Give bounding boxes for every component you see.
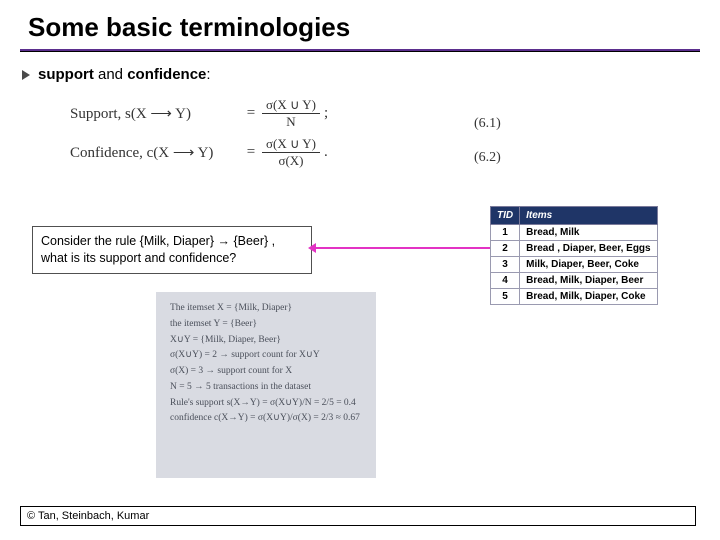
arrow-line: [314, 247, 490, 249]
bullet-triangle-icon: [22, 70, 30, 80]
cell-items: Bread , Diaper, Beer, Eggs: [520, 241, 658, 257]
support-num: σ(X ∪ Y): [262, 97, 320, 114]
bullet-row: support and confidence:: [0, 52, 720, 91]
table-header-row: TID Items: [491, 207, 658, 225]
table-row: 5Bread, Milk, Diaper, Coke: [491, 289, 658, 305]
bullet-bold1: support: [38, 66, 94, 83]
table-row: 2Bread , Diaper, Beer, Eggs: [491, 241, 658, 257]
col-tid: TID: [491, 207, 520, 225]
cell-items: Bread, Milk: [520, 225, 658, 241]
hw-line: X∪Y = {Milk, Diaper, Beer}: [170, 334, 366, 348]
bullet-bold2: confidence: [127, 66, 206, 83]
handwritten-work: The itemset X = {Milk, Diaper} the items…: [156, 292, 376, 478]
support-lhs: Support, s(X ⟶ Y): [70, 104, 240, 123]
confidence-num: σ(X ∪ Y): [262, 136, 320, 153]
hw-line: The itemset X = {Milk, Diaper}: [170, 302, 366, 316]
arrow-head-icon: [308, 243, 316, 253]
hw-line: Rule's support s(X→Y) = σ(X∪Y)/N = 2/5 =…: [170, 397, 366, 411]
bullet-tail: :: [206, 66, 210, 83]
cell-items: Bread, Milk, Diaper, Coke: [520, 289, 658, 305]
support-fraction: σ(X ∪ Y) N: [262, 97, 320, 130]
equation-number-1: (6.1): [474, 116, 501, 132]
cell-tid: 5: [491, 289, 520, 305]
cell-tid: 4: [491, 273, 520, 289]
confidence-formula: Confidence, c(X ⟶ Y) = σ(X ∪ Y) σ(X) .: [70, 136, 720, 169]
hw-line: σ(X∪Y) = 2 → support count for X∪Y: [170, 349, 366, 363]
table-row: 4Bread, Milk, Diaper, Beer: [491, 273, 658, 289]
footer-copyright: © Tan, Steinbach, Kumar: [20, 506, 696, 526]
bullet-text: support and confidence:: [38, 66, 211, 83]
equation-number-2: (6.2): [474, 150, 501, 166]
support-den: N: [282, 114, 299, 130]
hw-line: σ(X) = 3 → support count for X: [170, 365, 366, 379]
slide-title: Some basic terminologies: [0, 0, 720, 49]
support-formula: Support, s(X ⟶ Y) = σ(X ∪ Y) N ;: [70, 97, 720, 130]
cell-items: Milk, Diaper, Beer, Coke: [520, 257, 658, 273]
confidence-den: σ(X): [274, 153, 307, 169]
formula-block: Support, s(X ⟶ Y) = σ(X ∪ Y) N ; Confide…: [70, 97, 720, 169]
cell-items: Bread, Milk, Diaper, Beer: [520, 273, 658, 289]
question-box: Consider the rule {Milk, Diaper} → {Beer…: [32, 226, 312, 274]
confidence-dot: .: [324, 144, 328, 161]
eq-sign-2: =: [240, 144, 262, 161]
hw-line: the itemset Y = {Beer}: [170, 318, 366, 332]
cell-tid: 3: [491, 257, 520, 273]
confidence-fraction: σ(X ∪ Y) σ(X): [262, 136, 320, 169]
cell-tid: 2: [491, 241, 520, 257]
hw-line: N = 5 → 5 transactions in the dataset: [170, 381, 366, 395]
confidence-lhs: Confidence, c(X ⟶ Y): [70, 143, 240, 162]
transactions-table: TID Items 1Bread, Milk 2Bread , Diaper, …: [490, 206, 658, 305]
eq-sign: =: [240, 105, 262, 122]
cell-tid: 1: [491, 225, 520, 241]
bullet-mid: and: [94, 66, 127, 83]
table-row: 3Milk, Diaper, Beer, Coke: [491, 257, 658, 273]
support-semi: ;: [324, 105, 328, 122]
col-items: Items: [520, 207, 658, 225]
hw-line: confidence c(X→Y) = σ(X∪Y)/σ(X) = 2/3 ≈ …: [170, 412, 366, 426]
table-row: 1Bread, Milk: [491, 225, 658, 241]
